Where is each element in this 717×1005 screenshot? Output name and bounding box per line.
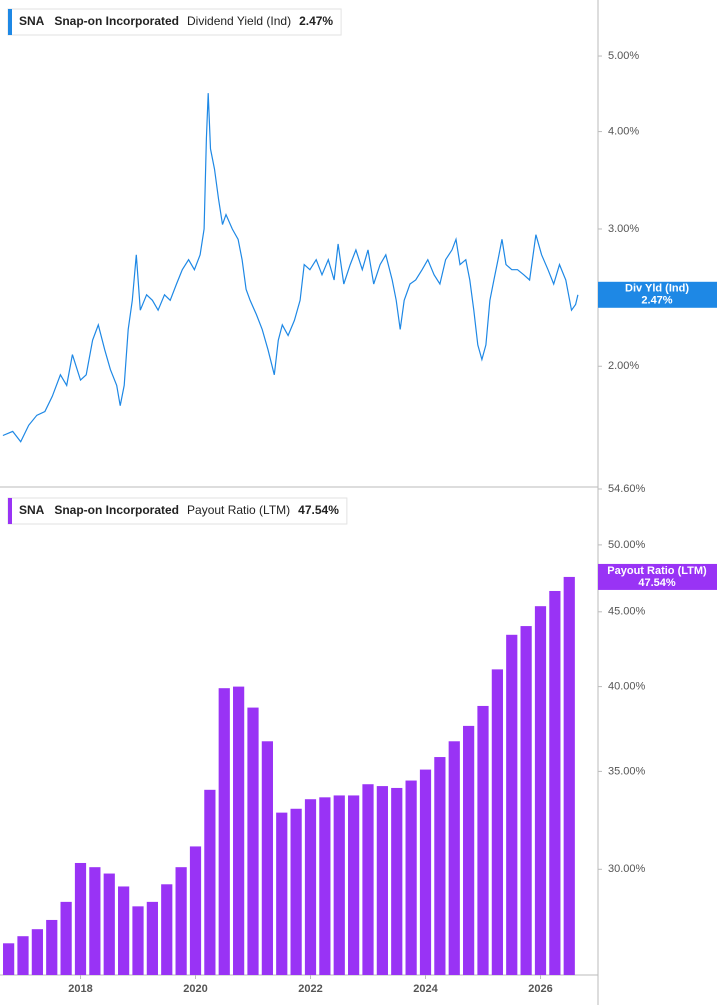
bar (534, 606, 547, 975)
bar (31, 929, 43, 975)
bar (333, 795, 345, 975)
legend-text: Snap-on Incorporated (54, 14, 179, 28)
y-tick-label: 3.00% (608, 223, 639, 235)
y-tick-label: 5.00% (608, 50, 639, 62)
legend: SNA Snap-on Incorporated Payout Ratio (LTM… (7, 497, 348, 525)
bar (3, 943, 15, 975)
x-tick-label: 2018 (68, 983, 92, 995)
bar (434, 757, 446, 975)
bar (362, 784, 374, 975)
legend-text: 2.47% (299, 14, 333, 28)
bar (132, 906, 144, 975)
bar (60, 901, 72, 975)
y-tick-label: 2.00% (608, 360, 639, 372)
value-badge (598, 281, 717, 308)
bar (304, 799, 317, 975)
bar (204, 789, 216, 975)
bar (319, 797, 331, 975)
badge-value: 47.54% (638, 577, 676, 589)
bar (17, 936, 29, 975)
bar (218, 688, 230, 975)
bar (549, 590, 561, 975)
legend-text: SNA (19, 14, 45, 28)
x-tick-label: 2026 (528, 983, 552, 995)
bar (376, 786, 388, 975)
x-tick-label: 2020 (183, 983, 207, 995)
y-tick-label: 4.00% (608, 125, 639, 137)
line (2, 93, 579, 443)
bar (520, 626, 532, 975)
legend: SNA Snap-on Incorporated Dividend Yield (I… (7, 8, 342, 36)
bar (563, 576, 575, 975)
bar (89, 867, 101, 975)
bar (161, 884, 173, 975)
legend-swatch (8, 9, 12, 35)
bar (118, 886, 130, 975)
bar (276, 812, 288, 975)
badge-label: Div Yld (Ind) (625, 283, 689, 295)
bar (391, 787, 403, 975)
bar (261, 741, 273, 975)
legend-box (7, 497, 348, 525)
badge-value: 2.47% (641, 295, 672, 307)
bar (290, 808, 302, 975)
bar (247, 707, 259, 975)
bar (74, 862, 87, 975)
x-tick-label: 2022 (298, 983, 322, 995)
legend-text: Payout Ratio (LTM) (187, 503, 290, 517)
legend-text: SNA (19, 503, 45, 517)
bar (348, 795, 360, 975)
x-tick-label: 2024 (413, 983, 438, 995)
legend-text: 47.54% (298, 503, 339, 517)
badge-label: Payout Ratio (LTM) (607, 565, 707, 577)
bar (448, 741, 460, 975)
legend-text: Dividend Yield (Ind) (187, 14, 291, 28)
y-tick-label: 35.00% (608, 765, 646, 777)
value-badge (598, 563, 717, 590)
legend-swatch (8, 498, 12, 524)
bar (477, 705, 489, 975)
bar (506, 634, 518, 975)
bar (419, 769, 432, 975)
bar (46, 919, 58, 975)
bar (103, 873, 115, 975)
legend-text: Snap-on Incorporated (54, 503, 179, 517)
bar (463, 725, 475, 975)
bar (146, 901, 158, 975)
bar (405, 780, 417, 975)
y-tick-label: 40.00% (608, 681, 646, 693)
y-tick-label: 45.00% (608, 606, 646, 618)
bar (233, 686, 245, 975)
y-tick-label: 50.00% (608, 539, 646, 551)
bar (175, 867, 187, 975)
y-tick-label: 54.60% (608, 483, 646, 495)
bar (491, 669, 503, 975)
bar (189, 846, 202, 975)
y-tick-label: 30.00% (608, 863, 646, 875)
